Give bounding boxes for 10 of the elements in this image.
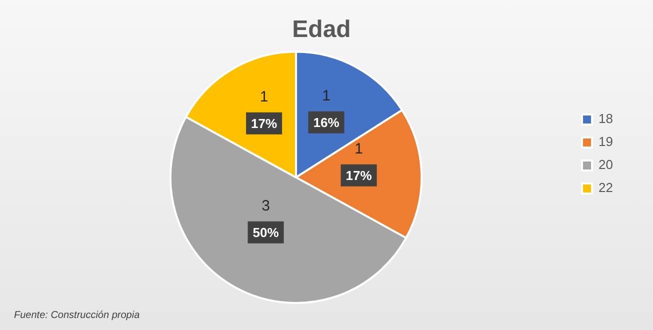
data-label: 1 17%: [251, 88, 278, 131]
legend-label: 19: [598, 134, 614, 150]
data-label: 1 17%: [346, 140, 372, 184]
legend-label: 20: [598, 157, 614, 172]
legend-label: 22: [598, 180, 614, 196]
chart-title: Edad: [292, 16, 351, 44]
data-label: 3 50%: [252, 198, 280, 240]
source-note: Fuente: Construcción propia: [14, 310, 140, 321]
data-label: 1 16%: [313, 88, 340, 130]
legend-label: 18: [598, 111, 614, 126]
